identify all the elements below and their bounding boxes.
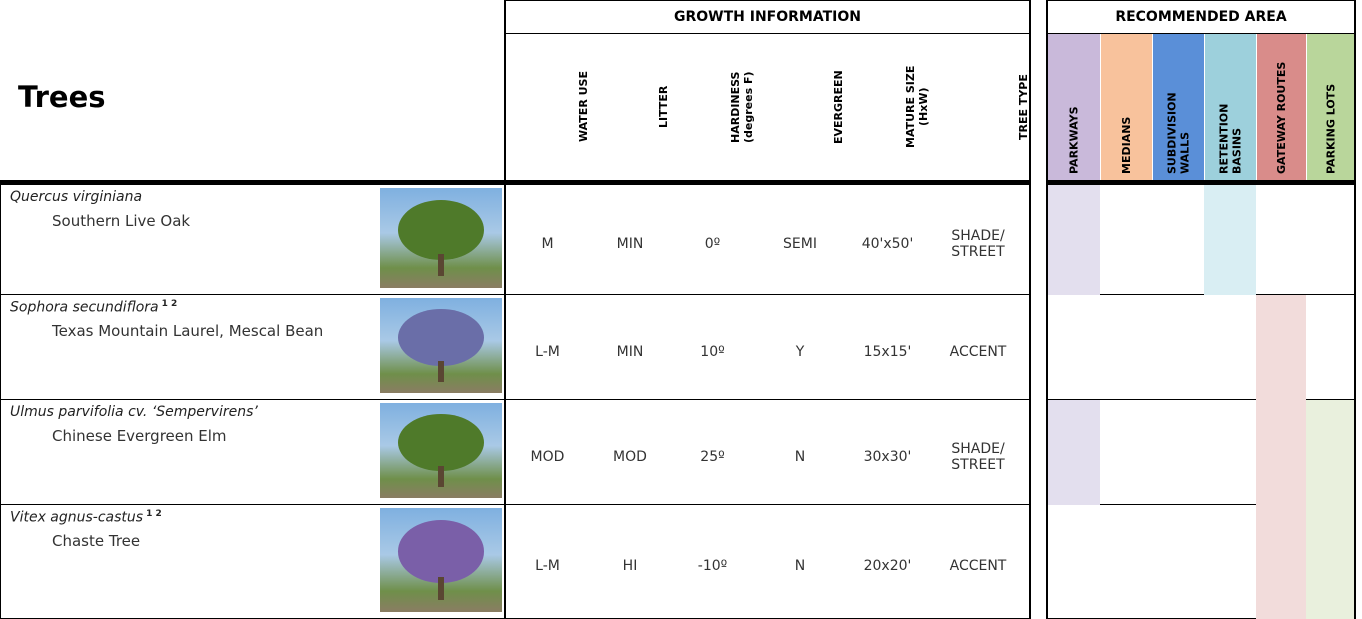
tree-photo <box>380 508 502 612</box>
cell-value: 25º <box>700 448 725 465</box>
area-fill <box>1204 185 1256 295</box>
vertical-rule <box>504 0 506 619</box>
area-fill <box>1306 400 1355 505</box>
column-header: EVERGREEN <box>755 34 845 180</box>
cell-value: L-M <box>535 343 560 360</box>
header-rule <box>0 180 1030 185</box>
column-header: RETENTION BASINS <box>1204 34 1256 180</box>
area-header-box: RECOMMENDED AREA <box>1047 0 1355 34</box>
cell-value: 40'x50' <box>861 236 914 252</box>
area-fill <box>1047 400 1100 505</box>
cell-value: MIN <box>616 236 644 252</box>
column-header-line: BASINS <box>1230 127 1244 174</box>
tree-canopy <box>398 414 484 472</box>
row-border <box>0 185 1030 295</box>
cell-value: 30x30' <box>863 448 912 465</box>
area-fill <box>1047 185 1100 295</box>
cell-value: ACCENT <box>949 343 1007 360</box>
scientific-name: Ulmus parvifolia cv. ‘Sempervirens’ <box>10 404 258 420</box>
cell-value: SHADE/ STREET <box>951 440 1005 473</box>
column-header: HARDINESS (degrees F) <box>670 34 755 180</box>
column-header: PARKING LOTS <box>1306 34 1355 180</box>
row-border <box>0 295 1030 400</box>
column-header: WATER USE <box>505 34 590 180</box>
area-fill <box>1256 505 1306 619</box>
vertical-rule <box>0 185 1 619</box>
footnote: 1 2 <box>161 299 178 309</box>
tree-canopy <box>398 520 484 583</box>
tree-photo <box>380 188 502 288</box>
column-header-line: MATURE SIZE <box>904 65 917 149</box>
cell-value: M <box>541 236 554 252</box>
column-header-line: (degrees F) <box>742 71 755 143</box>
common-name: Chinese Evergreen Elm <box>52 427 227 445</box>
cell-value: 10º <box>700 343 725 360</box>
cell-value: MOD <box>530 448 565 465</box>
cell-value: HI <box>622 558 638 574</box>
cell-value: L-M <box>535 558 560 574</box>
tree-canopy <box>398 200 484 260</box>
column-header-line: LITTER <box>657 85 670 129</box>
row-border <box>1047 295 1355 400</box>
cell-value: MOD <box>613 448 647 465</box>
tree-trunk <box>438 254 444 276</box>
scientific-name: Vitex agnus-castus 1 2 <box>10 509 162 526</box>
cell-value: 15x15' <box>863 343 912 360</box>
cell-value: 0º <box>704 236 721 252</box>
common-name: Texas Mountain Laurel, Mescal Bean <box>52 322 324 340</box>
cell-value: SEMI <box>783 236 817 252</box>
tree-trunk <box>438 576 444 600</box>
cell-value: MIN <box>616 343 644 360</box>
column-header: MEDIANS <box>1100 34 1152 180</box>
title: Trees <box>18 80 106 114</box>
cell-value: N <box>794 558 806 574</box>
vertical-rule <box>1354 0 1356 619</box>
column-header-line: RETENTION <box>1217 103 1231 174</box>
tree-photo <box>380 403 502 498</box>
header-rule <box>1047 180 1355 185</box>
column-header-line: EVERGREEN <box>832 70 845 144</box>
column-header: TREE TYPE <box>930 34 1030 180</box>
row-border <box>0 400 1030 505</box>
row-border <box>1047 185 1355 295</box>
scientific-name: Sophora secundiflora 1 2 <box>10 299 178 316</box>
common-name: Chaste Tree <box>52 532 141 550</box>
area-fill <box>1256 400 1306 505</box>
cell-value: SHADE/ STREET <box>951 228 1005 260</box>
column-header: GATEWAY ROUTES <box>1256 34 1306 180</box>
row-border <box>1047 400 1355 505</box>
area-fill <box>1256 295 1306 400</box>
cell-value: N <box>794 448 806 465</box>
vertical-rule <box>1046 0 1048 619</box>
column-header-line: WATER USE <box>577 71 590 143</box>
column-header-line: MEDIANS <box>1120 116 1133 174</box>
column-header-line: SUBDIVISION <box>1165 92 1179 174</box>
vertical-rule <box>1029 0 1031 619</box>
column-header-line: PARKING LOTS <box>1324 83 1338 174</box>
cell-value: Y <box>795 343 805 360</box>
column-header: PARKWAYS <box>1047 34 1100 180</box>
tree-trunk <box>438 465 444 487</box>
area-fill <box>1306 505 1355 619</box>
footnote: 1 2 <box>146 509 162 519</box>
column-header-line: GATEWAY ROUTES <box>1275 61 1288 174</box>
tree-canopy <box>398 309 484 367</box>
column-header: SUBDIVISION WALLS <box>1152 34 1204 180</box>
cell-value: -10º <box>697 558 728 574</box>
column-header-line: HARDINESS <box>729 71 742 143</box>
column-header-line: (HxW) <box>917 87 930 127</box>
growth-header-box: GROWTH INFORMATION <box>505 0 1030 34</box>
cell-value: ACCENT <box>949 558 1007 574</box>
cell-value: 20x20' <box>863 558 912 574</box>
column-header: MATURE SIZE (HxW) <box>845 34 930 180</box>
column-header-line: PARKWAYS <box>1067 106 1081 174</box>
common-name: Southern Live Oak <box>52 212 191 230</box>
column-header: LITTER <box>590 34 670 180</box>
column-header-line: WALLS <box>1178 131 1192 174</box>
tree-photo <box>380 298 502 393</box>
scientific-name: Quercus virginiana <box>10 189 143 205</box>
tree-trunk <box>438 360 444 382</box>
